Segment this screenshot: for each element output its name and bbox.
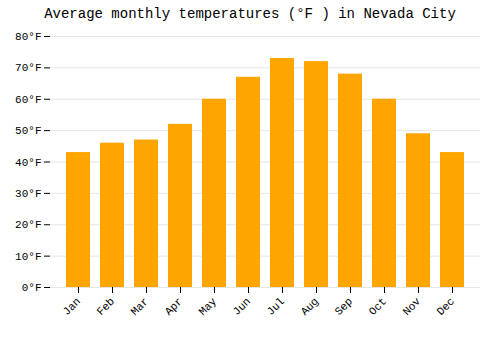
svg-text:Aug: Aug (299, 295, 321, 317)
svg-text:Feb: Feb (95, 295, 117, 317)
svg-text:0°F: 0°F (22, 282, 42, 294)
svg-text:Sep: Sep (333, 295, 355, 317)
svg-text:Jun: Jun (231, 295, 253, 317)
svg-text:50°F: 50°F (15, 125, 41, 137)
html-text:Average monthly temperatures (: Average monthly temperatures (°F ) in Ne… (44, 6, 456, 22)
svg-text:60°F: 60°F (15, 94, 41, 106)
svg-text:20°F: 20°F (15, 219, 41, 231)
svg-text:May: May (197, 295, 220, 318)
svg-text:Jul: Jul (265, 295, 287, 317)
svg-text:Dec: Dec (435, 295, 457, 317)
svg-text:Nov: Nov (401, 295, 424, 318)
svg-text:Mar: Mar (129, 295, 151, 317)
svg-text:Oct: Oct (367, 295, 389, 317)
svg-text:Apr: Apr (163, 295, 185, 317)
svg-text:10°F: 10°F (15, 251, 41, 263)
svg-text:80°F: 80°F (15, 31, 41, 43)
svg-text:40°F: 40°F (15, 157, 41, 169)
svg-text:30°F: 30°F (15, 188, 41, 200)
svg-text:Jan: Jan (61, 295, 83, 317)
svg-text:70°F: 70°F (15, 62, 41, 74)
